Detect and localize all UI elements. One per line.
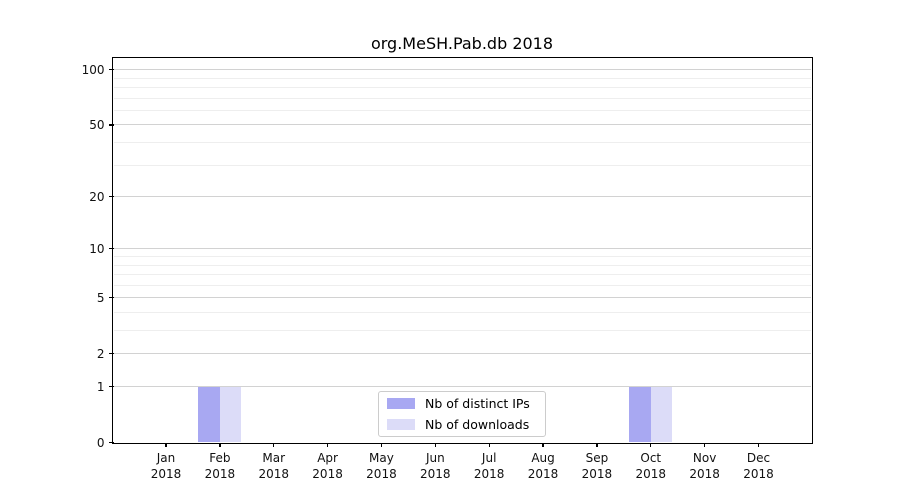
- x-tick-month: Jun: [425, 450, 445, 465]
- x-tick-year: 2018: [258, 466, 289, 481]
- x-tick-month: Nov: [692, 450, 717, 465]
- x-axis-tick: [596, 442, 598, 447]
- x-tick-year: 2018: [204, 466, 236, 481]
- y-tick-label: 100: [81, 62, 105, 77]
- x-axis-tick: [757, 442, 760, 447]
- bar-feb-downloads: [219, 386, 242, 443]
- gridline-major: [113, 297, 811, 299]
- x-tick-year: 2018: [420, 466, 451, 481]
- x-tick-month: Jan: [156, 450, 176, 465]
- x-tick-year: 2018: [366, 466, 397, 481]
- legend-item-distinct-ips: Nb of distinct IPs: [387, 396, 537, 411]
- x-axis-tick: [326, 442, 329, 447]
- y-axis-tick: [108, 385, 114, 388]
- gridline-minor: [113, 311, 811, 313]
- x-axis-tick: [273, 442, 275, 447]
- x-axis-tick: [434, 442, 436, 447]
- x-axis-tick: [542, 442, 544, 447]
- y-axis-tick: [108, 297, 114, 299]
- gridline-major: [113, 248, 811, 250]
- x-tick-month: Jul: [481, 450, 497, 465]
- y-tick-label: 0: [96, 435, 105, 450]
- bar-oct-distinct-ips: [629, 386, 651, 443]
- gridline-minor: [113, 142, 811, 143]
- x-tick-label-oct: Oct 2018: [623, 450, 679, 482]
- gridline-minor: [113, 97, 811, 99]
- bar-feb-distinct-ips: [198, 386, 220, 443]
- gridline-major: [113, 69, 811, 71]
- x-axis-tick: [650, 442, 652, 447]
- y-axis-tick: [108, 353, 114, 355]
- x-axis-tick: [165, 442, 167, 447]
- legend-swatch-distinct-ips-icon: [387, 398, 415, 409]
- x-tick-label-nov: Nov 2018: [677, 450, 733, 482]
- y-tick-label: 2: [96, 346, 105, 361]
- x-tick-label-may: May 2018: [353, 450, 409, 482]
- y-tick-label: 5: [96, 290, 105, 305]
- x-tick-label-jan: Jan 2018: [138, 450, 194, 482]
- y-axis-tick: [108, 248, 114, 250]
- gridline-minor: [113, 77, 811, 79]
- legend-swatch-downloads-icon: [387, 419, 415, 430]
- x-tick-year: 2018: [635, 466, 667, 481]
- chart-title: org.MeSH.Pab.db 2018: [370, 34, 554, 53]
- x-tick-label-dec: Dec 2018: [731, 450, 787, 482]
- x-axis-tick: [380, 442, 383, 447]
- x-tick-month: Aug: [531, 450, 555, 465]
- gridline-minor: [113, 87, 811, 88]
- gridline-minor: [113, 264, 811, 266]
- x-tick-month: Feb: [209, 450, 231, 465]
- x-tick-label-sep: Sep 2018: [569, 450, 625, 482]
- x-tick-month: Mar: [262, 450, 286, 465]
- y-axis-tick: [108, 441, 114, 444]
- x-tick-label-jun: Jun 2018: [407, 450, 463, 482]
- gridline-minor: [113, 274, 811, 276]
- x-tick-label-apr: Apr 2018: [300, 450, 356, 482]
- x-tick-label-aug: Aug 2018: [515, 450, 571, 482]
- legend: Nb of distinct IPs Nb of downloads: [378, 391, 546, 437]
- y-axis-tick: [108, 69, 114, 71]
- x-tick-year: 2018: [150, 466, 182, 481]
- x-axis-tick: [703, 442, 706, 447]
- gridline-major: [113, 386, 811, 387]
- plot-area: Nb of distinct IPs Nb of downloads: [113, 58, 811, 443]
- x-tick-year: 2018: [689, 466, 720, 481]
- y-tick-label: 10: [89, 241, 105, 256]
- x-tick-month: Apr: [317, 450, 338, 465]
- x-tick-year: 2018: [743, 466, 774, 481]
- x-tick-year: 2018: [312, 466, 343, 481]
- x-axis-tick: [488, 442, 490, 447]
- x-tick-month: Oct: [640, 450, 662, 465]
- x-tick-year: 2018: [527, 466, 559, 481]
- legend-label-downloads: Nb of downloads: [425, 417, 530, 432]
- gridline-minor: [113, 109, 811, 111]
- legend-label-distinct-ips: Nb of distinct IPs: [425, 396, 530, 411]
- gridline-major: [113, 353, 811, 355]
- x-tick-month: Sep: [585, 450, 609, 465]
- x-axis-tick: [219, 442, 221, 447]
- x-tick-label-mar: Mar 2018: [246, 450, 302, 482]
- x-tick-year: 2018: [473, 466, 505, 481]
- y-axis-tick: [108, 124, 114, 126]
- x-tick-year: 2018: [581, 466, 613, 481]
- y-tick-label: 20: [89, 189, 105, 204]
- legend-item-downloads: Nb of downloads: [387, 417, 537, 432]
- gridline-minor: [113, 330, 811, 331]
- x-tick-label-jul: Jul 2018: [461, 450, 517, 482]
- y-axis-tick: [108, 195, 114, 198]
- gridline-major: [113, 196, 811, 198]
- x-tick-label-feb: Feb 2018: [192, 450, 248, 482]
- x-tick-month: Dec: [746, 450, 771, 465]
- y-tick-label: 50: [89, 117, 105, 132]
- gridline-minor: [113, 284, 811, 286]
- gridline-major: [113, 124, 811, 126]
- gridline-minor: [113, 164, 811, 166]
- gridline-minor: [113, 255, 811, 257]
- x-tick-month: May: [369, 450, 394, 465]
- bar-oct-downloads: [650, 386, 673, 443]
- y-tick-label: 1: [96, 379, 105, 394]
